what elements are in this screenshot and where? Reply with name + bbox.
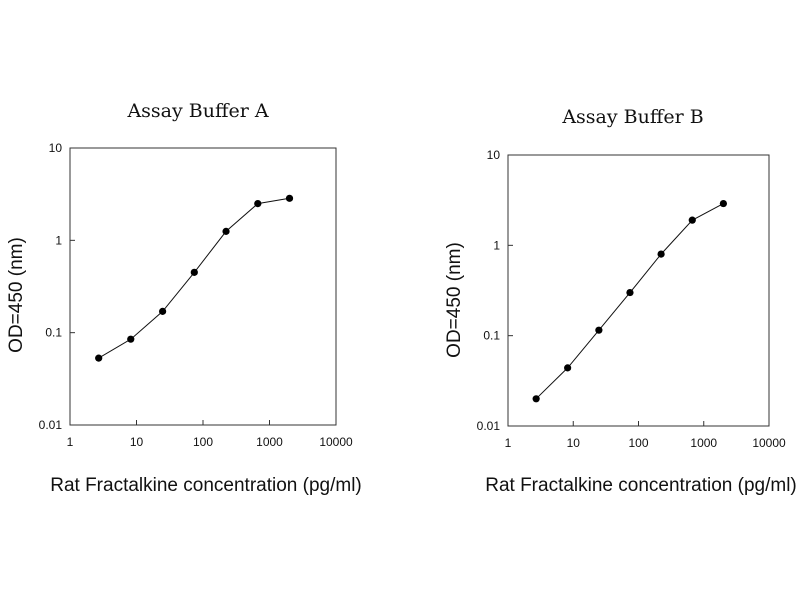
chart-a-series	[95, 194, 294, 362]
data-point	[595, 326, 603, 334]
data-point	[719, 199, 727, 208]
data-point	[532, 395, 540, 403]
chart-a-x-axis-label: Rat Fractalkine concentration (pg/ml)	[50, 475, 362, 496]
x-tick-label: 1	[505, 436, 512, 450]
y-tick-label: 0.1	[483, 329, 500, 343]
data-point	[254, 199, 262, 208]
chart-a-y-ticks: 0.01 0.1 1 10	[39, 141, 75, 432]
chart-b-title: Assay Buffer B	[561, 106, 703, 128]
x-tick-label: 1	[67, 435, 74, 449]
chart-a-x-ticks: 1 10 100 1000 10000	[67, 420, 353, 449]
y-tick-label: 1	[493, 238, 500, 252]
chart-a-y-axis-label: OD=450 (nm)	[6, 237, 27, 353]
chart-b-series	[532, 199, 727, 403]
series-line	[98, 197, 290, 359]
data-point	[626, 288, 634, 297]
y-tick-label: 0.01	[477, 419, 501, 433]
chart-b-x-ticks: 1 10 100 1000 10000	[505, 421, 786, 450]
data-point	[190, 268, 198, 276]
data-point	[285, 194, 294, 202]
data-point	[95, 354, 103, 362]
data-point	[564, 364, 572, 372]
chart-a: Assay Buffer A 0.01 0.1 1 10 1 10 100 1000 1000…	[6, 100, 362, 496]
y-tick-label: 10	[49, 141, 63, 155]
x-tick-label: 100	[628, 436, 648, 450]
x-tick-label: 10	[130, 435, 144, 449]
chart-b-y-ticks: 0.01 0.1 1 10	[477, 148, 513, 433]
y-tick-label: 0.01	[39, 418, 63, 432]
data-point	[127, 335, 135, 343]
y-tick-label: 1	[55, 233, 62, 247]
data-point	[222, 227, 230, 235]
chart-b-plot-area	[507, 154, 770, 427]
data-point	[159, 307, 167, 315]
y-tick-label: 10	[487, 148, 501, 162]
x-tick-label: 1000	[256, 435, 283, 449]
x-tick-label: 10000	[752, 436, 786, 450]
chart-a-title: Assay Buffer A	[126, 100, 268, 122]
chart-a-plot-area	[69, 147, 337, 426]
chart-b-y-axis-label: OD=450 (nm)	[444, 242, 465, 358]
chart-b: Assay Buffer B 0.01 0.1 1 10 1 10 100 1000 1000…	[444, 106, 797, 496]
y-tick-label: 0.1	[45, 326, 62, 340]
x-tick-label: 10	[567, 436, 581, 450]
data-point	[657, 250, 665, 258]
series-line	[535, 203, 724, 400]
data-point	[688, 216, 696, 224]
x-tick-label: 100	[193, 435, 213, 449]
x-tick-label: 1000	[690, 436, 717, 450]
x-tick-label: 10000	[319, 435, 353, 449]
chart-b-x-axis-label: Rat Fractalkine concentration (pg/ml)	[485, 475, 797, 496]
